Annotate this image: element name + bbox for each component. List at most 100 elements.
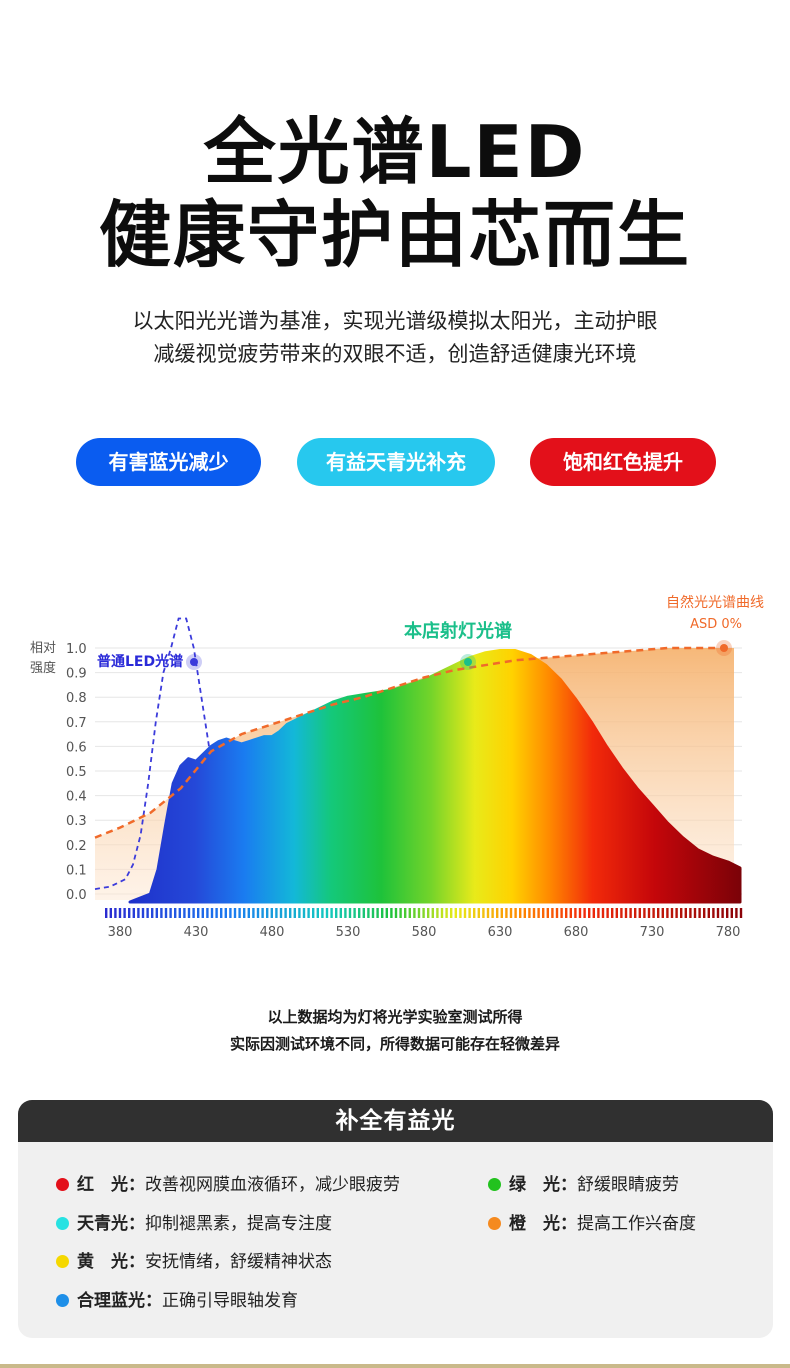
wavelength-tick <box>735 908 738 918</box>
wavelength-tick <box>473 908 476 918</box>
x-tick-label: 680 <box>564 925 589 940</box>
spectrum-chart: 380 430 480 530 580 630 680 730 780 0.0 0.1 0.2 0.3… <box>30 594 764 940</box>
wavelength-tick <box>394 908 398 918</box>
series-markers <box>186 640 732 670</box>
wavelength-tick <box>353 908 356 918</box>
x-tick-label: 430 <box>184 925 209 940</box>
cyan-dot-icon <box>56 1217 69 1230</box>
wavelength-tick <box>390 908 393 918</box>
wavelength-tick <box>703 908 706 918</box>
wavelength-tick <box>427 908 430 918</box>
wavelength-tick <box>588 908 591 918</box>
x-axis-labels: 380 430 480 530 580 630 680 730 780 <box>108 925 741 940</box>
wavelength-tick <box>151 908 154 918</box>
wavelength-tick <box>289 908 292 918</box>
wavelength-tick <box>680 908 683 918</box>
wavelength-tick <box>500 908 503 918</box>
wavelength-tick <box>266 908 269 918</box>
wavelength-tick <box>362 908 365 918</box>
wavelength-tick <box>197 908 200 918</box>
wavelength-tick <box>684 908 687 918</box>
wavelength-tick <box>431 908 434 918</box>
wavelength-tick <box>330 908 333 918</box>
wavelength-tick <box>367 908 370 918</box>
wavelength-tick <box>404 908 407 918</box>
x-tick-label: 530 <box>336 925 361 940</box>
wavelength-tick <box>192 908 195 918</box>
wavelength-tick <box>243 908 246 918</box>
y-tick-label: 0.2 <box>66 839 87 854</box>
wavelength-tick <box>560 908 563 918</box>
wavelength-tick <box>141 908 145 918</box>
wavelength-tick <box>298 908 301 918</box>
y-axis-labels: 0.0 0.1 0.2 0.3 0.4 0.5 0.6 0.7 0.8 0.9 1.0 <box>66 642 87 903</box>
y-tick-label: 0.8 <box>66 691 87 706</box>
wavelength-tick <box>615 908 618 918</box>
wavelength-tick <box>137 908 140 918</box>
wavelength-tick <box>523 908 526 918</box>
test-note-line1: 以上数据均为灯将光学实验室测试所得 <box>267 1008 523 1026</box>
y-tick-label: 0.3 <box>66 814 87 829</box>
wavelength-tick <box>247 908 250 918</box>
wavelength-tick <box>620 908 623 918</box>
wavelength-tick <box>183 908 186 918</box>
benefit-yellow: 黄 光：安抚情绪，舒缓精神状态 <box>56 1247 332 1272</box>
wavelength-tick <box>164 908 168 918</box>
y-axis-title-line1: 相对 <box>30 641 56 656</box>
y-tick-label: 0.6 <box>66 740 87 755</box>
page-title-line1: 全光谱LED <box>203 110 587 194</box>
wavelength-tick <box>606 908 609 918</box>
y-tick-label: 0.7 <box>66 716 87 731</box>
wavelength-tick <box>325 908 329 918</box>
ordinary-led-label: 普通LED光谱 <box>97 653 183 670</box>
wavelength-tick <box>592 908 595 918</box>
wavelength-tick <box>201 908 204 918</box>
wavelength-tick <box>477 908 480 918</box>
y-tick-label: 0.4 <box>66 790 87 805</box>
wavelength-tick <box>215 908 218 918</box>
wavelength-tick <box>316 908 319 918</box>
wavelength-tick <box>739 908 743 918</box>
badge-harmful-blue-reduced: 有害蓝光减少 <box>76 438 261 486</box>
wavelength-tick <box>238 908 241 918</box>
wavelength-tick <box>399 908 402 918</box>
wavelength-tick <box>224 908 227 918</box>
wavelength-tick <box>445 908 448 918</box>
y-tick-label: 0.5 <box>66 765 87 780</box>
natural-spectrum-line <box>94 646 728 839</box>
wavelength-tick <box>661 908 664 918</box>
wavelength-tick <box>583 908 586 918</box>
wavelength-tick <box>436 908 439 918</box>
wavelength-tick <box>670 908 674 918</box>
wavelength-tick <box>643 908 646 918</box>
benefit-red: 红 光：改善视网膜血液循环，减少眼疲劳 <box>56 1170 400 1195</box>
natural-asd-label: ASD 0% <box>690 617 742 632</box>
wavelength-tick <box>146 908 149 918</box>
y-axis-title-line2: 强度 <box>30 660 56 676</box>
wavelength-tick <box>551 908 554 918</box>
wavelength-tick <box>279 908 283 918</box>
bottom-divider <box>0 1364 790 1368</box>
wavelength-tick <box>693 908 697 918</box>
wavelength-tick <box>114 908 117 918</box>
wavelength-tick <box>519 908 522 918</box>
wavelength-color-ticks <box>105 908 743 918</box>
y-tick-label: 0.9 <box>66 667 87 682</box>
wavelength-tick <box>629 908 632 918</box>
y-tick-label: 1.0 <box>66 642 87 657</box>
wavelength-tick <box>509 908 513 918</box>
wavelength-tick <box>597 908 600 918</box>
wavelength-tick <box>652 908 655 918</box>
subtitle-line2: 减缓视觉疲劳带来的双眼不适，创造舒适健康光环境 <box>153 342 637 366</box>
wavelength-tick <box>275 908 278 918</box>
wavelength-tick <box>321 908 324 918</box>
wavelength-tick <box>105 908 108 918</box>
wavelength-tick <box>293 908 296 918</box>
wavelength-tick <box>312 908 315 918</box>
test-note-line2: 实际因测试环境不同，所得数据可能存在轻微差异 <box>229 1035 560 1053</box>
wavelength-tick <box>726 908 729 918</box>
y-tick-label: 0.1 <box>66 863 87 878</box>
natural-spectrum-curve <box>94 646 728 839</box>
wavelength-tick <box>335 908 338 918</box>
wavelength-tick <box>634 908 637 918</box>
